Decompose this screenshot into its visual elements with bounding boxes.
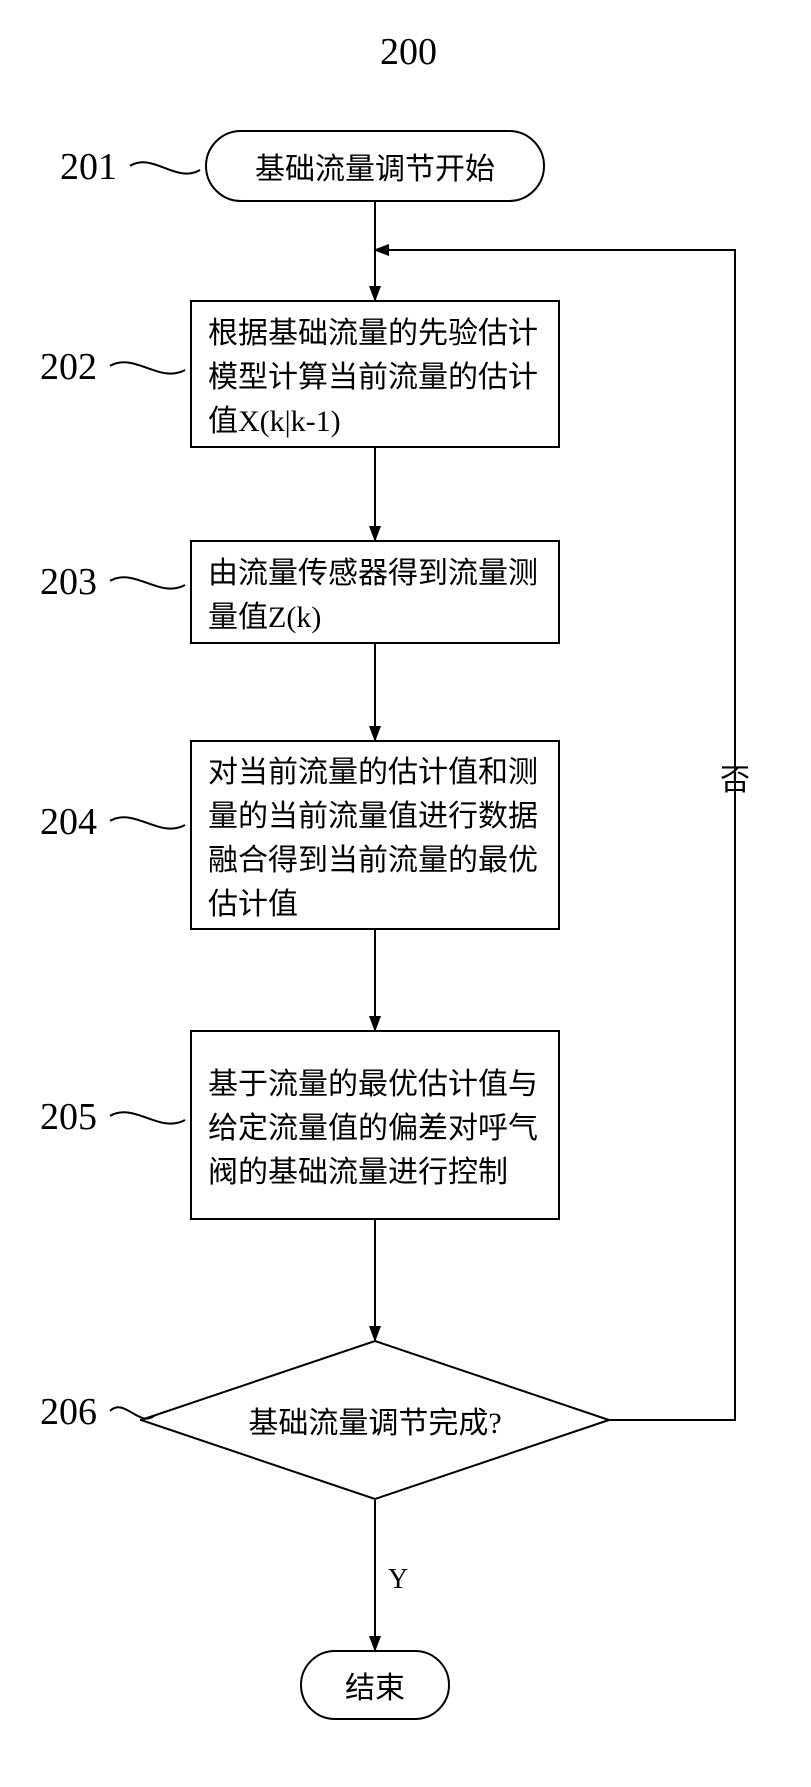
svg-text:否: 否	[720, 764, 750, 797]
node-start-text: 基础流量调节开始	[255, 144, 495, 188]
node-process-204-text: 对当前流量的估计值和测量的当前流量值进行数据融合得到当前流量的最优估计值	[208, 747, 542, 923]
node-end-text: 结束	[345, 1663, 405, 1707]
step-label-201: 201	[60, 145, 117, 189]
svg-text:Y: Y	[388, 1564, 408, 1595]
node-end-terminator: 结束	[300, 1650, 450, 1720]
node-process-203: 由流量传感器得到流量测量值Z(k)	[190, 540, 560, 644]
diagram-title: 200	[380, 30, 437, 74]
node-decision-206-text: 基础流量调节完成?	[248, 1398, 501, 1442]
node-start-terminator: 基础流量调节开始	[205, 130, 545, 202]
step-label-205: 205	[40, 1095, 97, 1139]
node-process-203-text: 由流量传感器得到流量测量值Z(k)	[208, 548, 542, 636]
step-label-203: 203	[40, 560, 97, 604]
node-process-202: 根据基础流量的先验估计模型计算当前流量的估计值X(k|k-1)	[190, 300, 560, 448]
node-process-204: 对当前流量的估计值和测量的当前流量值进行数据融合得到当前流量的最优估计值	[190, 740, 560, 930]
flowchart-canvas: 200 基础流量调节开始 根据基础流量的先验估计模型计算当前流量的估计值X(k|…	[0, 0, 811, 1787]
step-label-206: 206	[40, 1390, 97, 1434]
node-process-202-text: 根据基础流量的先验估计模型计算当前流量的估计值X(k|k-1)	[208, 308, 542, 440]
node-process-205: 基于流量的最优估计值与给定流量值的偏差对呼气阀的基础流量进行控制	[190, 1030, 560, 1220]
node-process-205-text: 基于流量的最优估计值与给定流量值的偏差对呼气阀的基础流量进行控制	[208, 1059, 542, 1191]
step-label-202: 202	[40, 345, 97, 389]
node-decision-206: 基础流量调节完成?	[140, 1340, 610, 1500]
step-label-204: 204	[40, 800, 97, 844]
